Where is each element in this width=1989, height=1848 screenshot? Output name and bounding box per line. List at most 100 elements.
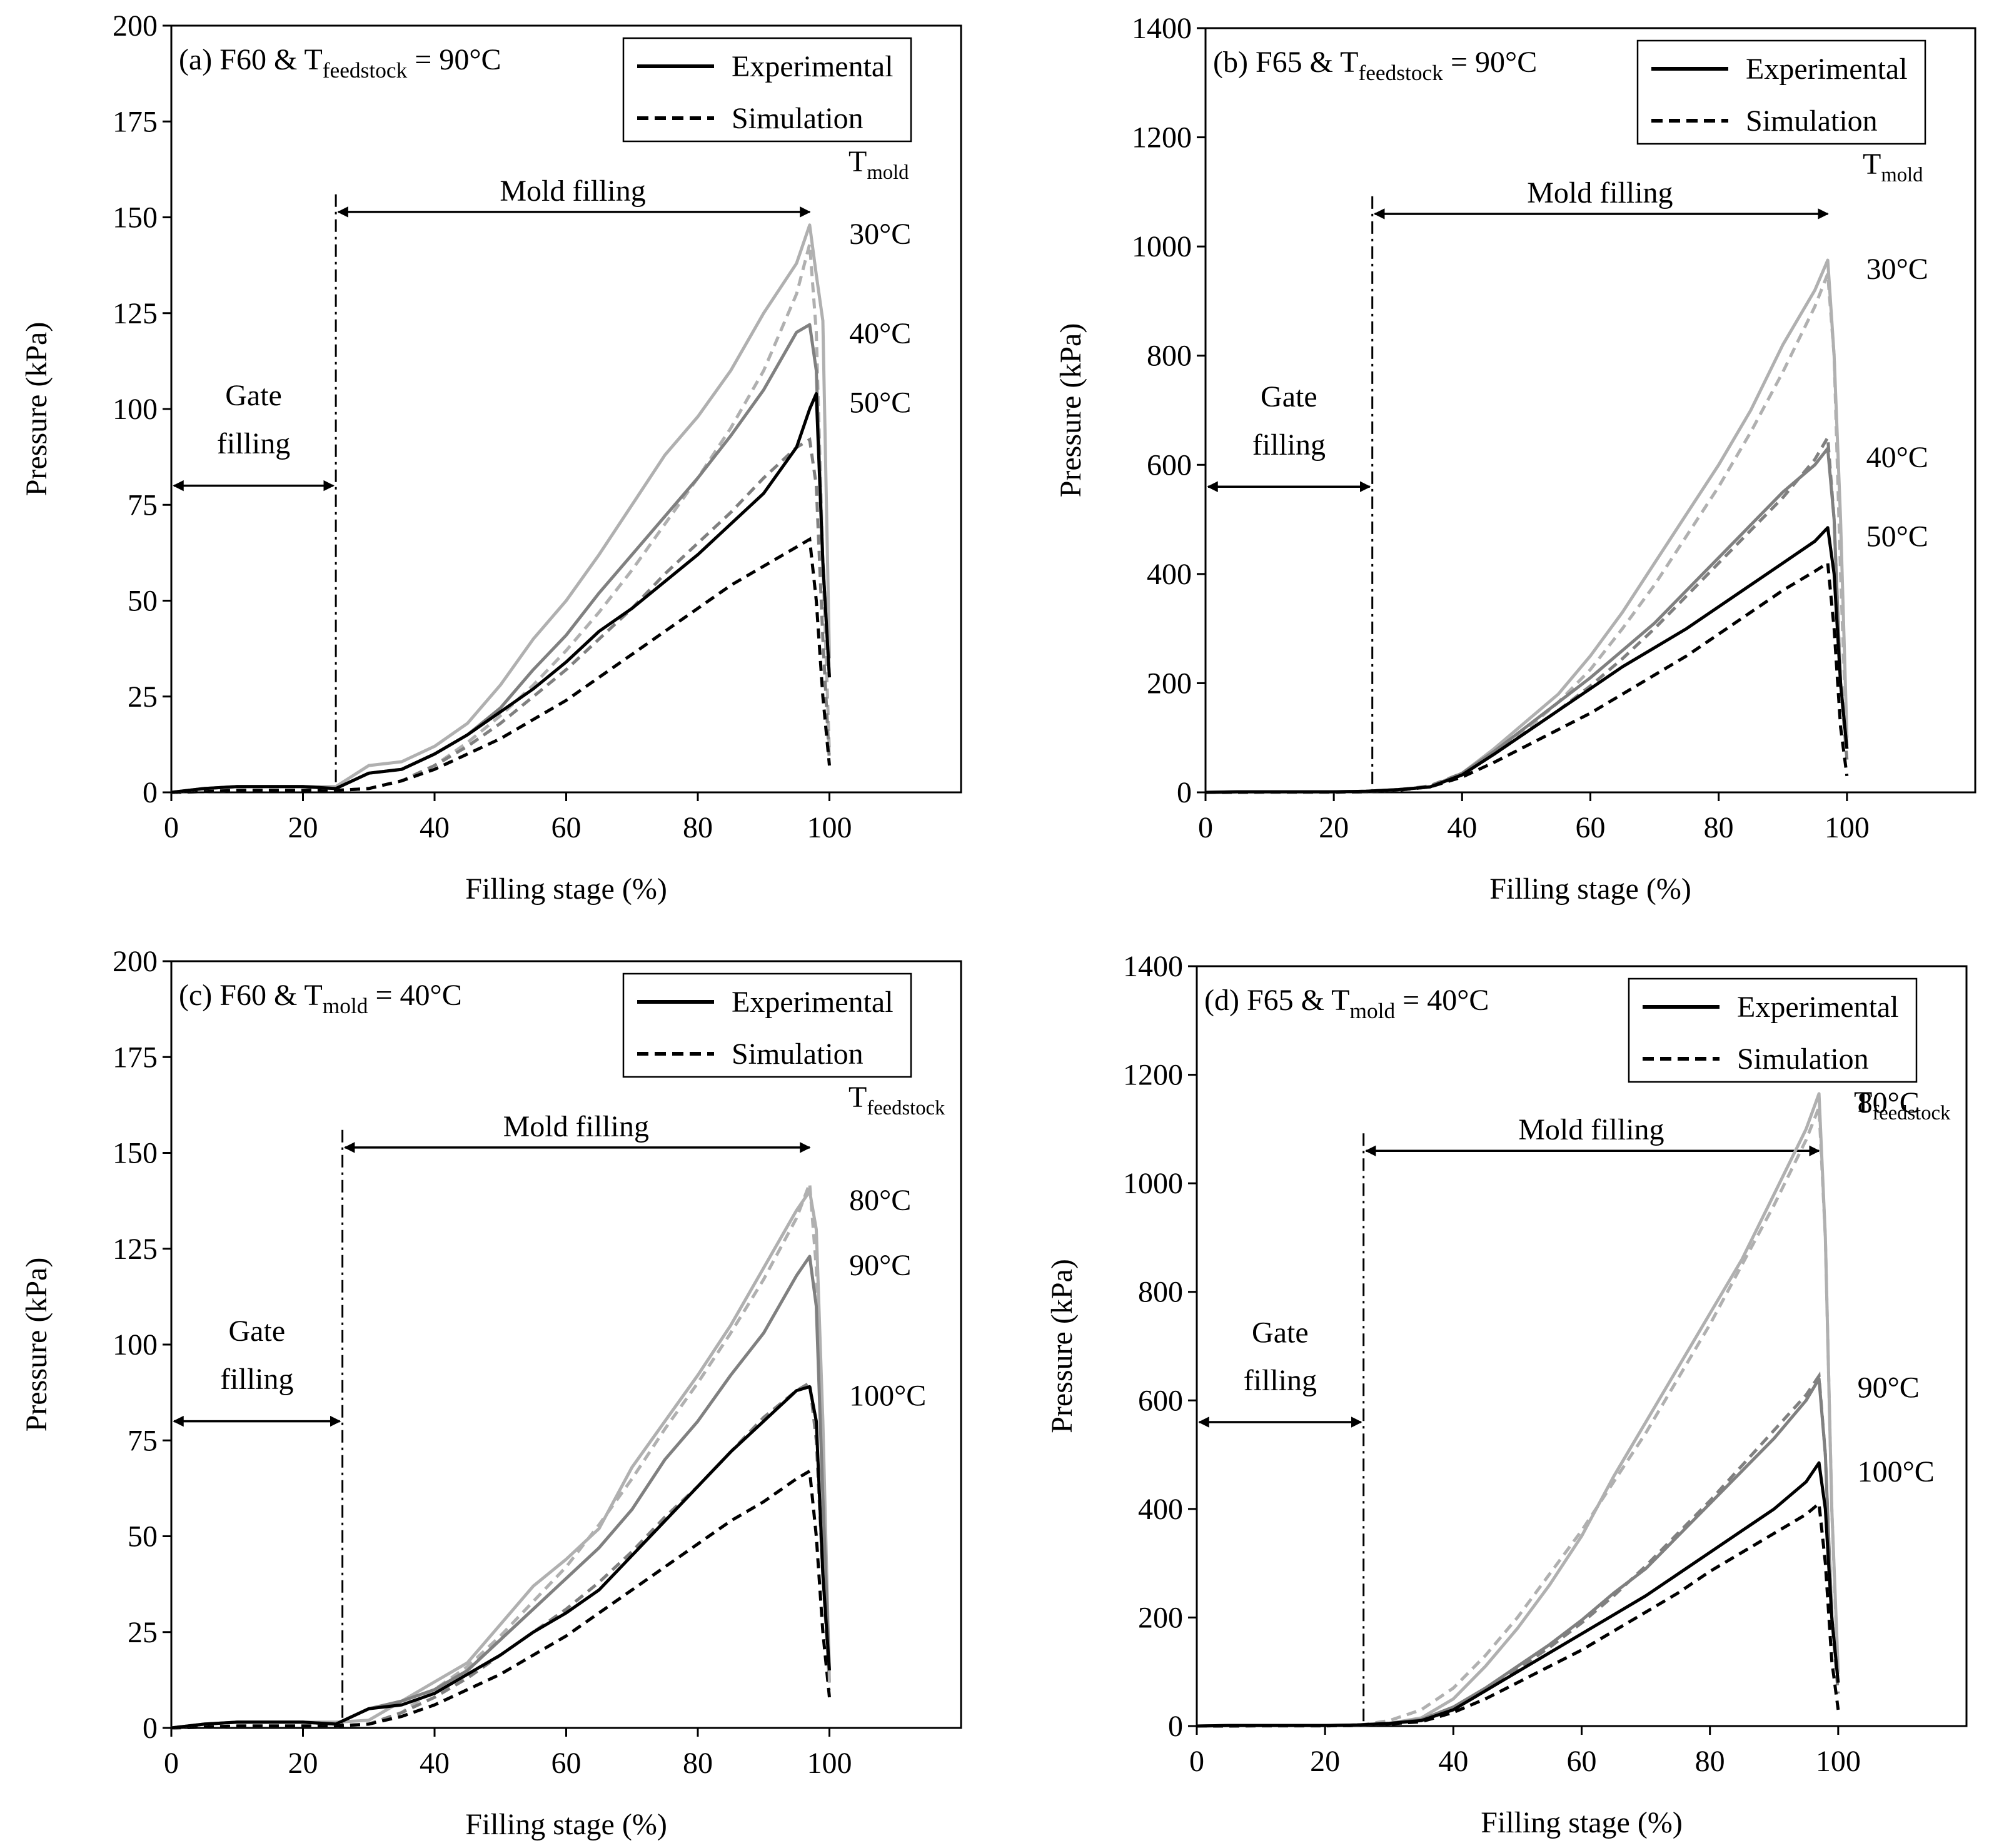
text-part: = 90°C	[407, 43, 501, 76]
y-tick-label: 75	[128, 1424, 158, 1457]
y-tick-label: 25	[128, 680, 158, 714]
x-tick-label: 80	[1704, 811, 1734, 844]
y-tick-label: 800	[1147, 340, 1192, 373]
legend-title: Tfeedstock	[1854, 1086, 1951, 1124]
legend-label: Simulation	[732, 1038, 864, 1071]
x-tick-label: 100	[1816, 1745, 1861, 1778]
mold-label: Mold filling	[500, 174, 645, 208]
text-part: T	[848, 1081, 867, 1114]
x-tick-label: 20	[1310, 1745, 1340, 1778]
mold-label: Mold filling	[503, 1110, 649, 1143]
simulation-line	[171, 1183, 831, 1730]
y-axis-title: Pressure (kPa)	[1054, 323, 1087, 498]
y-tick-label: 125	[113, 297, 158, 330]
y-tick-label: 175	[113, 105, 158, 138]
text-part: = 40°C	[368, 979, 461, 1012]
y-axis-title: Pressure (kPa)	[20, 1258, 53, 1432]
legend-label: Simulation	[1737, 1043, 1869, 1076]
x-tick-label: 60	[1567, 1745, 1597, 1778]
legend-label: Experimental	[1746, 53, 1908, 86]
y-tick-label: 1400	[1123, 950, 1183, 983]
simulation-line	[171, 243, 831, 794]
series-label: 100°C	[1858, 1455, 1935, 1488]
series-label: 90°C	[1858, 1371, 1920, 1405]
series-label: 50°C	[1866, 520, 1928, 553]
series-label: 80°C	[849, 1184, 911, 1217]
y-tick-label: 800	[1138, 1276, 1183, 1309]
y-tick-label: 1200	[1132, 121, 1192, 154]
x-axis-title: Filling stage (%)	[1489, 872, 1691, 906]
series-label: 100°C	[849, 1379, 926, 1412]
legend-label: Simulation	[732, 102, 864, 135]
x-tick-label: 0	[1189, 1745, 1204, 1778]
gate-label: filling	[1244, 1364, 1317, 1397]
simulation-line	[1206, 273, 1849, 794]
simulation-line	[1206, 560, 1849, 794]
series-label: 40°C	[849, 317, 911, 350]
y-tick-label: 0	[1168, 1710, 1183, 1743]
y-tick-label: 1400	[1132, 12, 1192, 45]
subscript: feedstock	[1358, 60, 1443, 85]
y-tick-label: 200	[1138, 1601, 1183, 1634]
x-axis-title: Filling stage (%)	[465, 1808, 667, 1841]
legend-box	[1628, 977, 1918, 1083]
experimental-line	[1196, 1461, 1840, 1728]
experimental-line	[1205, 447, 1849, 794]
experimental-line	[171, 392, 831, 794]
x-tick-label: 60	[551, 1747, 582, 1780]
gate-label: Gate	[225, 379, 282, 412]
legend-box	[622, 972, 912, 1078]
text-part: (a) F60 & T	[179, 43, 323, 76]
simulation-line	[171, 537, 831, 794]
gate-label: Gate	[229, 1315, 286, 1348]
legend-title: Tmold	[848, 145, 909, 184]
subscript: feedstock	[323, 58, 408, 83]
chart-title: (a) F60 & Tfeedstock = 90°C	[179, 43, 501, 83]
simulation-line	[171, 1468, 831, 1730]
legend-label: Experimental	[732, 50, 894, 83]
y-tick-label: 1000	[1123, 1167, 1183, 1200]
x-tick-label: 100	[807, 1747, 852, 1780]
gate-label: filling	[1252, 428, 1326, 462]
simulation-line	[1206, 432, 1849, 794]
subscript: mold	[1349, 998, 1395, 1023]
series-label: 40°C	[1866, 441, 1928, 474]
subscript: feedstock	[1872, 1102, 1951, 1124]
x-tick-label: 100	[807, 811, 852, 844]
x-axis-title: Filling stage (%)	[1481, 1806, 1683, 1839]
x-tick-label: 40	[1447, 811, 1477, 844]
y-tick-label: 200	[1147, 667, 1192, 700]
y-tick-label: 200	[113, 9, 158, 43]
legend-box	[1636, 39, 1926, 145]
text-part: T	[1863, 148, 1881, 181]
series-label: 30°C	[849, 218, 911, 251]
legend-label: Experimental	[1737, 991, 1899, 1024]
subscript: feedstock	[867, 1097, 945, 1119]
legend-box	[622, 37, 912, 143]
x-tick-label: 0	[164, 811, 179, 844]
gate-label: Gate	[1252, 1316, 1309, 1349]
x-tick-label: 80	[683, 1747, 713, 1780]
y-tick-label: 50	[128, 1520, 158, 1553]
chart-title: (b) F65 & Tfeedstock = 90°C	[1213, 46, 1537, 85]
text-part: (c) F60 & T	[179, 979, 323, 1012]
x-tick-label: 20	[1319, 811, 1349, 844]
legend-title: Tfeedstock	[848, 1081, 945, 1119]
x-tick-label: 80	[1695, 1745, 1725, 1778]
y-tick-label: 100	[113, 1328, 158, 1361]
chart-title: (d) F65 & Tmold = 40°C	[1204, 984, 1489, 1023]
text-part: T	[1854, 1086, 1872, 1119]
subscript: mold	[323, 993, 368, 1018]
subscript: mold	[1881, 164, 1923, 186]
x-tick-label: 20	[288, 811, 318, 844]
x-tick-label: 80	[683, 811, 713, 844]
experimental-line	[1196, 1092, 1840, 1728]
text-part: T	[848, 145, 867, 178]
y-tick-label: 600	[1147, 448, 1192, 482]
y-tick-label: 150	[113, 1137, 158, 1170]
y-tick-label: 25	[128, 1616, 158, 1649]
y-tick-label: 1200	[1123, 1059, 1183, 1092]
text-part: (d) F65 & T	[1204, 984, 1349, 1017]
simulation-line	[1197, 1500, 1840, 1728]
